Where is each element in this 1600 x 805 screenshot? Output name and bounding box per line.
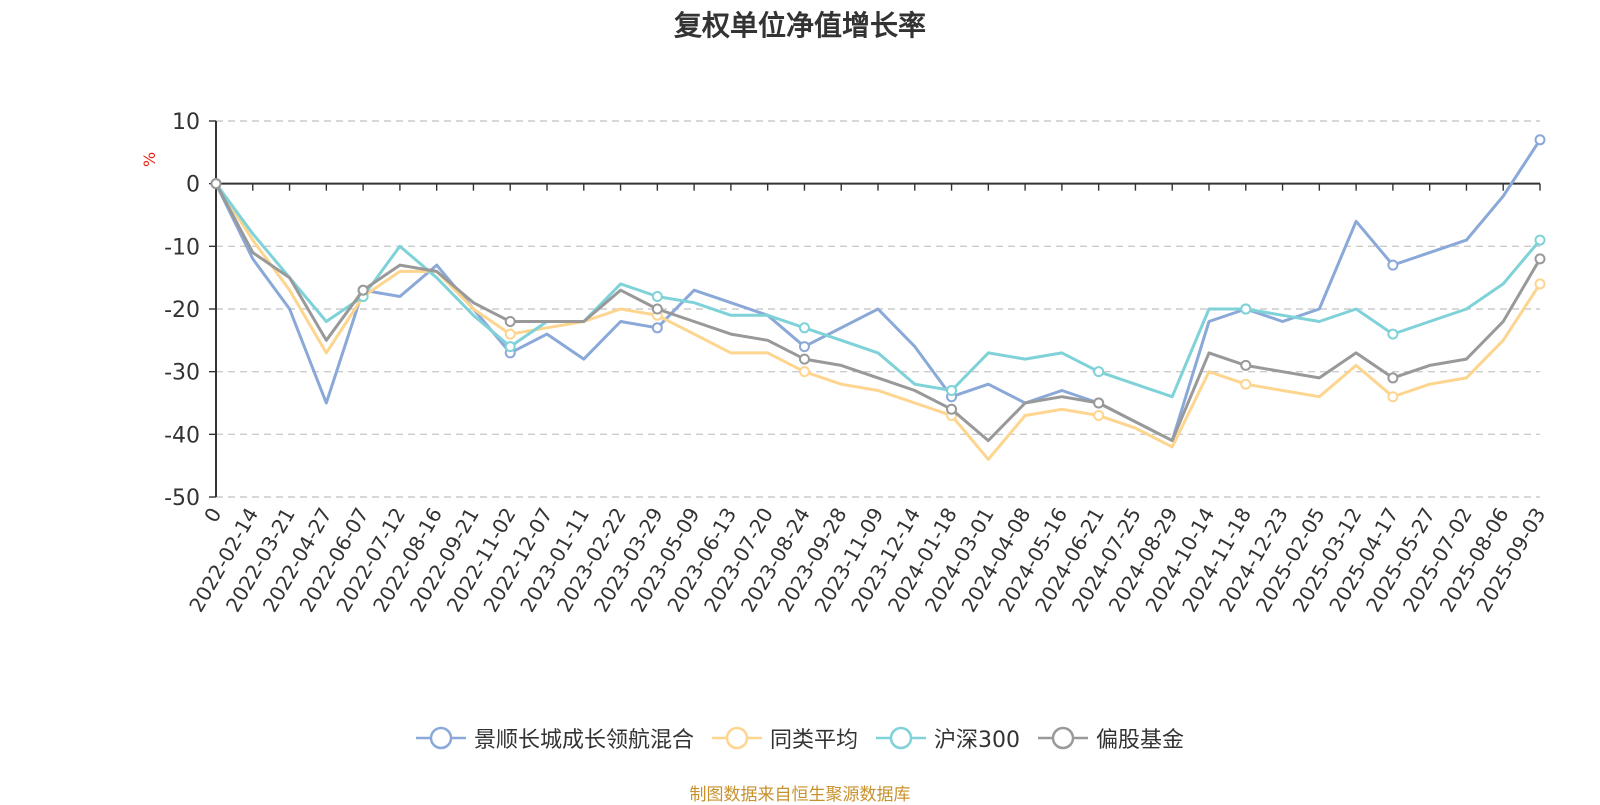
series-1-point — [651, 322, 663, 334]
series-1-point — [1387, 259, 1399, 271]
legend-swatch-icon — [711, 726, 762, 750]
series-4-point — [210, 178, 222, 190]
series-2-point — [798, 366, 810, 378]
legend-item-2[interactable]: 同类平均 — [711, 722, 858, 754]
series-3-point — [798, 322, 810, 334]
series-3-point — [1387, 328, 1399, 340]
series-2-point — [1534, 278, 1546, 290]
legend-label: 景顺长城成长领航混合 — [473, 728, 694, 753]
x-tick-label: 0 — [199, 504, 226, 527]
series-line-2 — [214, 182, 1542, 461]
y-tick-label: -50 — [164, 486, 200, 511]
series-3-point — [504, 341, 516, 353]
series-2-point — [1093, 410, 1105, 422]
legend-item-1[interactable]: 景顺长城成长领航混合 — [415, 722, 694, 754]
series-4-point — [798, 353, 810, 365]
series-4-point — [651, 303, 663, 315]
series-1-point — [1534, 134, 1546, 146]
legend-item-3[interactable]: 沪深300 — [876, 722, 1020, 754]
chart-title: 复权单位净值增长率 — [673, 9, 926, 42]
series-2-point — [1240, 378, 1252, 390]
chart-legend: 景顺长城成长领航混合 同类平均 沪深300 偏股基金 — [0, 722, 1600, 754]
series-3-point — [651, 290, 663, 302]
series-4-point — [1240, 359, 1252, 371]
y-tick-label: 0 — [186, 173, 200, 198]
series-3-point — [1534, 234, 1546, 246]
series-line-1 — [214, 138, 1542, 443]
y-tick-label: -30 — [164, 361, 200, 386]
series-4-point — [504, 316, 516, 328]
series-4-point — [357, 284, 369, 296]
legend-swatch-icon — [876, 726, 926, 750]
series-4-point — [1093, 397, 1105, 409]
legend-label: 偏股基金 — [1096, 728, 1185, 753]
y-tick-label: 10 — [172, 110, 200, 135]
series-line-3 — [214, 182, 1542, 399]
series-3-point — [1240, 303, 1252, 315]
y-tick-label: -40 — [164, 423, 200, 448]
series-2-point — [504, 328, 516, 340]
y-tick-label: -20 — [164, 298, 200, 323]
legend-swatch-icon — [1038, 726, 1088, 750]
series-line-4 — [214, 182, 1542, 443]
series-3-point — [946, 384, 958, 396]
series-1-point — [798, 341, 810, 353]
series-4-point — [1387, 372, 1399, 384]
legend-item-4[interactable]: 偏股基金 — [1038, 722, 1184, 754]
legend-label: 同类平均 — [769, 728, 858, 753]
series-3-point — [1093, 366, 1105, 378]
chart-plot-area: 100-10-20-30-40-5002022-02-142022-03-212… — [164, 110, 1550, 616]
y-tick-label: -10 — [164, 235, 200, 260]
source-note: 制图数据来自恒生聚源数据库 — [689, 785, 911, 805]
legend-swatch-icon — [415, 726, 466, 750]
series-4-point — [946, 403, 958, 415]
series-4-point — [1534, 253, 1546, 265]
legend-label: 沪深300 — [934, 728, 1020, 753]
series-2-point — [1387, 391, 1399, 403]
